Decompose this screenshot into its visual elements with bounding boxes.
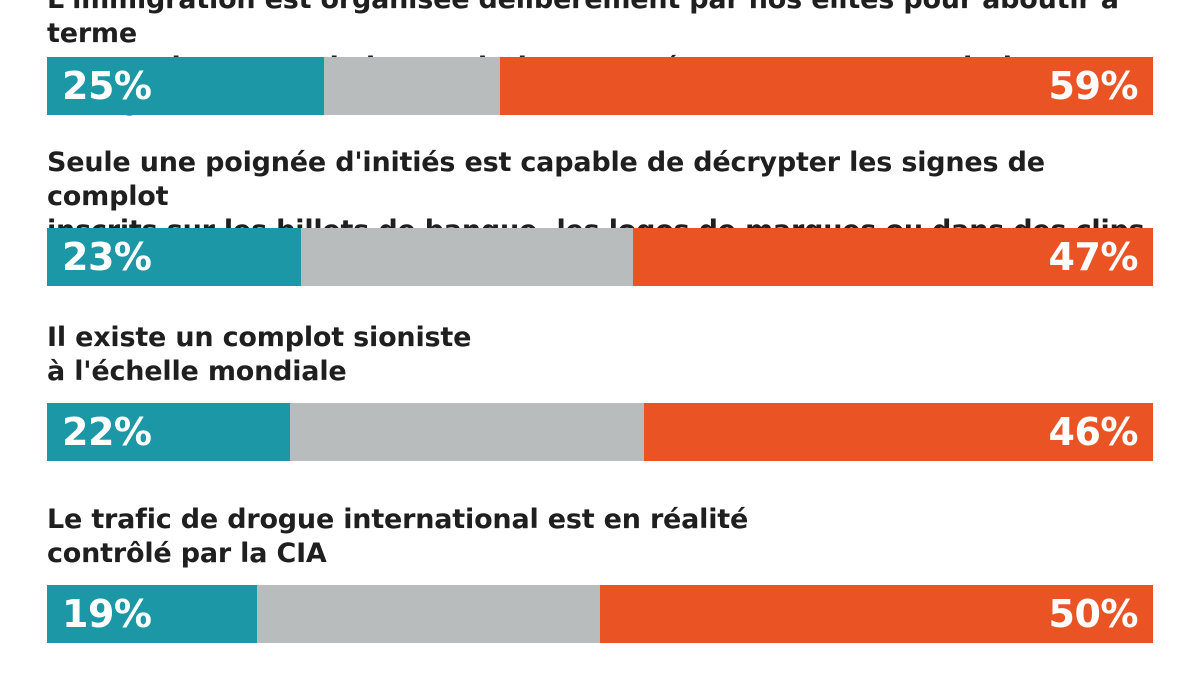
bar-segment-agree: [47, 57, 324, 115]
stacked-bar: 23% 47%: [47, 228, 1153, 286]
bar-segment-disagree: [500, 57, 1153, 115]
category-label: Le trafic de drogue international est en…: [47, 504, 749, 569]
data-label-agree: 25%: [62, 64, 152, 108]
bar-segment-agree: [47, 228, 302, 286]
bar-segment-disagree: [600, 585, 1153, 643]
data-label-disagree: 59%: [1048, 64, 1139, 108]
bar-segment-disagree: [644, 403, 1153, 461]
bar-segment-disagree: [633, 228, 1153, 286]
data-label-disagree: 46%: [1048, 410, 1139, 454]
bar-segment-agree: [47, 403, 291, 461]
bar-segment-agree: [47, 585, 258, 643]
stacked-bar: 22% 46%: [47, 403, 1153, 461]
data-label-agree: 19%: [62, 592, 152, 636]
data-label-agree: 22%: [62, 410, 152, 454]
category-label: Il existe un complot sioniste à l'échell…: [47, 322, 472, 387]
stacked-bar: 19% 50%: [47, 585, 1153, 643]
data-label-agree: 23%: [62, 235, 152, 279]
stacked-bar: 25% 59%: [47, 57, 1153, 115]
data-label-disagree: 50%: [1048, 592, 1139, 636]
data-label-disagree: 47%: [1048, 235, 1139, 279]
